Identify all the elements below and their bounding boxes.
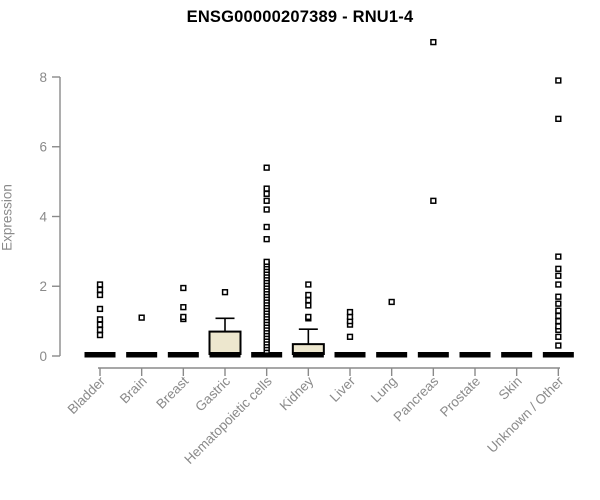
- box-median-bar: [126, 352, 158, 358]
- box-median-bar: [459, 352, 491, 358]
- x-axis-tick-label: Lung: [368, 374, 400, 406]
- x-axis-tick-label: Gastric: [192, 373, 233, 414]
- x-axis-tick-label: Brain: [117, 374, 150, 407]
- outlier-point: [555, 342, 562, 349]
- outlier-point: [388, 298, 395, 306]
- outlier-point: [346, 313, 354, 321]
- x-axis-tick-label: Skin: [496, 374, 525, 403]
- outlier-point: [346, 333, 354, 340]
- outlier-point: [555, 307, 562, 314]
- outlier-point: [555, 253, 562, 260]
- outlier-point: [555, 115, 562, 122]
- outlier-point: [138, 314, 145, 321]
- outlier-point: [263, 164, 270, 171]
- chart-title: ENSG00000207389 - RNU1-4: [186, 8, 414, 26]
- y-axis-tick-label: 6: [39, 140, 47, 155]
- box-median-bar: [334, 352, 366, 358]
- outlier-point: [221, 289, 229, 296]
- outlier-point: [555, 300, 562, 307]
- outlier-point: [555, 323, 562, 330]
- box-median-bar: [84, 352, 116, 358]
- outlier-point: [96, 331, 104, 339]
- outlier-point: [180, 304, 187, 311]
- box-median-bar: [376, 352, 408, 358]
- outlier-point: [430, 197, 437, 204]
- outlier-point: [305, 281, 312, 288]
- outlier-point: [96, 326, 104, 333]
- outlier-point: [263, 197, 270, 204]
- outlier-point: [346, 308, 354, 316]
- outlier-point: [263, 236, 270, 243]
- outlier-point: [430, 38, 437, 46]
- outlier-point: [555, 293, 562, 300]
- y-axis-tick-label: 0: [39, 349, 47, 364]
- outlier-point: [555, 312, 562, 320]
- box-median-bar: [292, 352, 324, 358]
- y-axis-tick-label: 4: [39, 209, 47, 224]
- outlier-point: [305, 297, 312, 304]
- outlier-point: [263, 258, 270, 265]
- box-median-bar: [251, 352, 283, 358]
- box-median-bar: [501, 352, 533, 358]
- outlier-point: [305, 302, 312, 309]
- x-axis-tick-label: Pancreas: [391, 373, 442, 424]
- outlier-point: [305, 313, 312, 321]
- x-axis-tick-label: Breast: [153, 373, 191, 411]
- x-axis-tick-label: Liver: [327, 373, 359, 405]
- x-axis-tick-label: Prostate: [437, 374, 483, 420]
- outlier-point: [96, 305, 104, 313]
- y-axis-tick-label: 8: [39, 70, 47, 85]
- x-axis-tick-label: Kidney: [277, 373, 317, 413]
- outlier-point: [180, 313, 187, 321]
- outlier-point: [305, 291, 312, 299]
- outlier-point: [555, 317, 562, 325]
- box-rect: [208, 330, 242, 355]
- outlier-point: [96, 286, 104, 293]
- x-axis-tick-label: Bladder: [65, 373, 109, 417]
- outlier-point: [555, 265, 562, 272]
- outlier-point: [96, 291, 104, 299]
- outlier-point: [96, 321, 104, 328]
- outlier-point: [96, 316, 104, 323]
- x-axis-tick-label: Unknown / Other: [484, 373, 567, 456]
- outlier-point: [263, 223, 270, 231]
- box-median-bar: [167, 352, 199, 358]
- outlier-point: [263, 190, 270, 197]
- box-median-bar: [542, 352, 574, 358]
- outlier-point: [555, 272, 562, 279]
- y-axis-tick-label: 2: [39, 279, 47, 294]
- box-median-bar: [209, 352, 241, 358]
- box-median-bar: [417, 352, 449, 358]
- outlier-point: [180, 284, 187, 292]
- outlier-point: [555, 77, 562, 84]
- outlier-point: [555, 333, 562, 340]
- outlier-point: [263, 185, 270, 192]
- outlier-point: [96, 281, 104, 288]
- outlier-point: [555, 281, 562, 288]
- outlier-point: [263, 206, 270, 213]
